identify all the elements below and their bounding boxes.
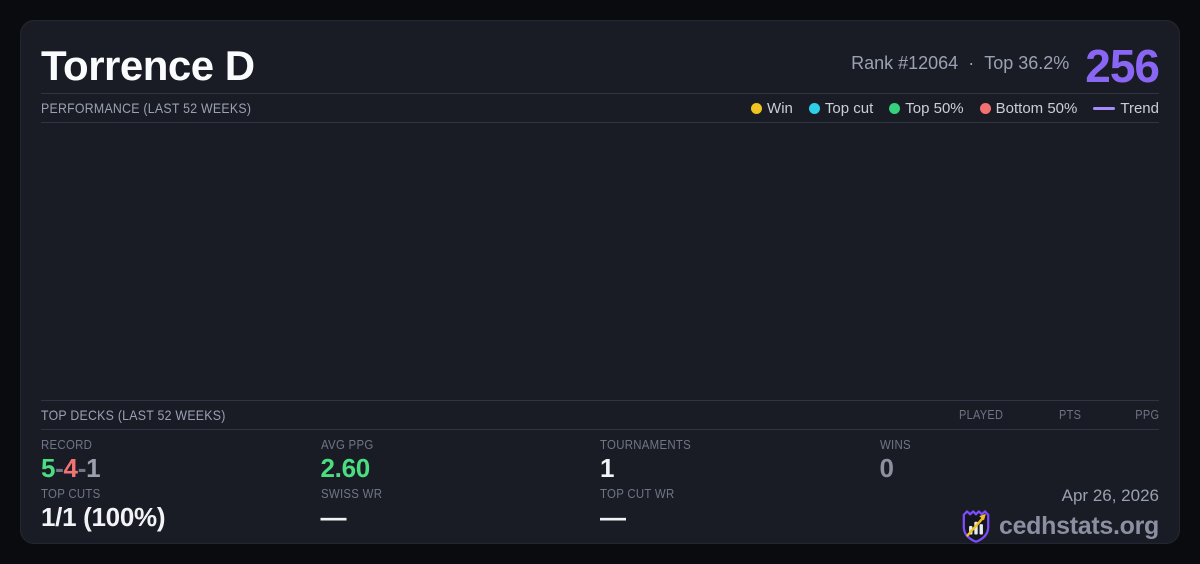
legend-label-top-cut: Top cut: [824, 99, 874, 117]
record-separator-2: -: [77, 453, 87, 483]
stat-tournaments: TOURNAMENTS 1: [600, 437, 880, 483]
rank-summary: Rank #12064 · Top 36.2%: [851, 53, 1069, 78]
separator-dot: ·: [968, 53, 975, 74]
column-header-ppg: PPG: [1134, 408, 1159, 422]
cedhstats-logo-icon: [962, 510, 990, 543]
tournaments-value: 1: [600, 453, 615, 483]
rank-text: Rank #12064: [851, 53, 959, 74]
performance-section-title: PERFORMANCE (LAST 52 WEEKS): [41, 100, 252, 116]
stat-swiss-wr: SWISS WR —: [321, 486, 601, 543]
legend-label-bottom-50: Bottom 50%: [995, 99, 1078, 117]
brand-name: cedhstats.org: [998, 512, 1159, 540]
brand-link[interactable]: cedhstats.org: [961, 509, 1159, 543]
record-losses: 4: [63, 453, 78, 483]
player-name: Torrence D: [41, 42, 255, 89]
top-cuts-value: 1/1 (100%): [41, 502, 166, 532]
avg-ppg-label: AVG PPG: [320, 437, 373, 452]
legend-item-top-50: Top 50%: [889, 99, 964, 117]
player-stats-card: Torrence D Rank #12064 · Top 36.2% 256 P…: [20, 20, 1180, 544]
record-wins: 5: [41, 453, 56, 483]
performance-header: PERFORMANCE (LAST 52 WEEKS) Win Top cut …: [41, 94, 1159, 123]
legend-item-bottom-50: Bottom 50%: [979, 99, 1078, 117]
top-percent-text: Top 36.2%: [984, 53, 1070, 74]
record-draws: 1: [86, 453, 101, 483]
stat-top-cuts: TOP CUTS 1/1 (100%): [41, 486, 321, 543]
header-right: Rank #12064 · Top 36.2% 256: [851, 39, 1160, 92]
footer-meta: Apr 26, 2026 cedhstats.org: [880, 486, 1159, 543]
top-cut-wr-label: TOP CUT WR: [600, 486, 675, 501]
top-cut-wr-value: —: [600, 502, 626, 532]
avg-ppg-value: 2.60: [320, 453, 371, 483]
record-separator-1: -: [55, 453, 64, 483]
column-header-played: PLAYED: [958, 408, 1003, 422]
legend-item-top-cut: Top cut: [808, 99, 874, 117]
legend-label-top-50: Top 50%: [905, 99, 964, 117]
top-cut-dot-icon: [808, 102, 820, 114]
legend-label-win: Win: [767, 99, 793, 117]
trend-line-icon: [1093, 106, 1116, 110]
stat-wins: WINS 0: [880, 437, 1160, 483]
record-label: RECORD: [41, 437, 93, 452]
swiss-wr-label: SWISS WR: [320, 486, 382, 501]
column-header-pts: PTS: [1058, 408, 1081, 422]
top-decks-section-title: TOP DECKS (LAST 52 WEEKS): [41, 407, 226, 423]
performance-chart-plot-area: [41, 123, 1159, 401]
rating-score: 256: [1085, 39, 1160, 92]
chart-legend: Win Top cut Top 50% Bottom 50% Trend: [751, 100, 1159, 117]
stat-top-cut-wr: TOP CUT WR —: [600, 486, 880, 543]
legend-item-win: Win: [751, 100, 793, 117]
wins-label: WINS: [879, 437, 911, 452]
stat-avg-ppg: AVG PPG 2.60: [321, 437, 601, 483]
tournaments-label: TOURNAMENTS: [600, 437, 692, 452]
win-dot-icon: [751, 102, 763, 114]
top-cuts-label: TOP CUTS: [41, 486, 101, 501]
wins-value: 0: [879, 453, 894, 483]
bottom-50-dot-icon: [979, 102, 991, 114]
legend-item-trend: Trend: [1093, 100, 1159, 117]
top-decks-column-headers: PLAYED PTS PPG: [925, 408, 1159, 422]
card-header: Torrence D Rank #12064 · Top 36.2% 256: [41, 33, 1160, 94]
top-decks-header: TOP DECKS (LAST 52 WEEKS) PLAYED PTS PPG: [41, 401, 1159, 430]
date-label: Apr 26, 2026: [1061, 486, 1159, 505]
legend-label-trend: Trend: [1120, 99, 1159, 117]
top-50-dot-icon: [889, 102, 901, 114]
stat-record: RECORD 5-4-1: [41, 437, 321, 483]
page: { "header": { "title": "Torrence D", "ra…: [0, 20, 1200, 564]
swiss-wr-value: —: [320, 502, 347, 532]
stats-grid: RECORD 5-4-1 AVG PPG 2.60 TOURNAMENTS 1 …: [41, 430, 1159, 543]
record-value: 5-4-1: [41, 453, 321, 483]
